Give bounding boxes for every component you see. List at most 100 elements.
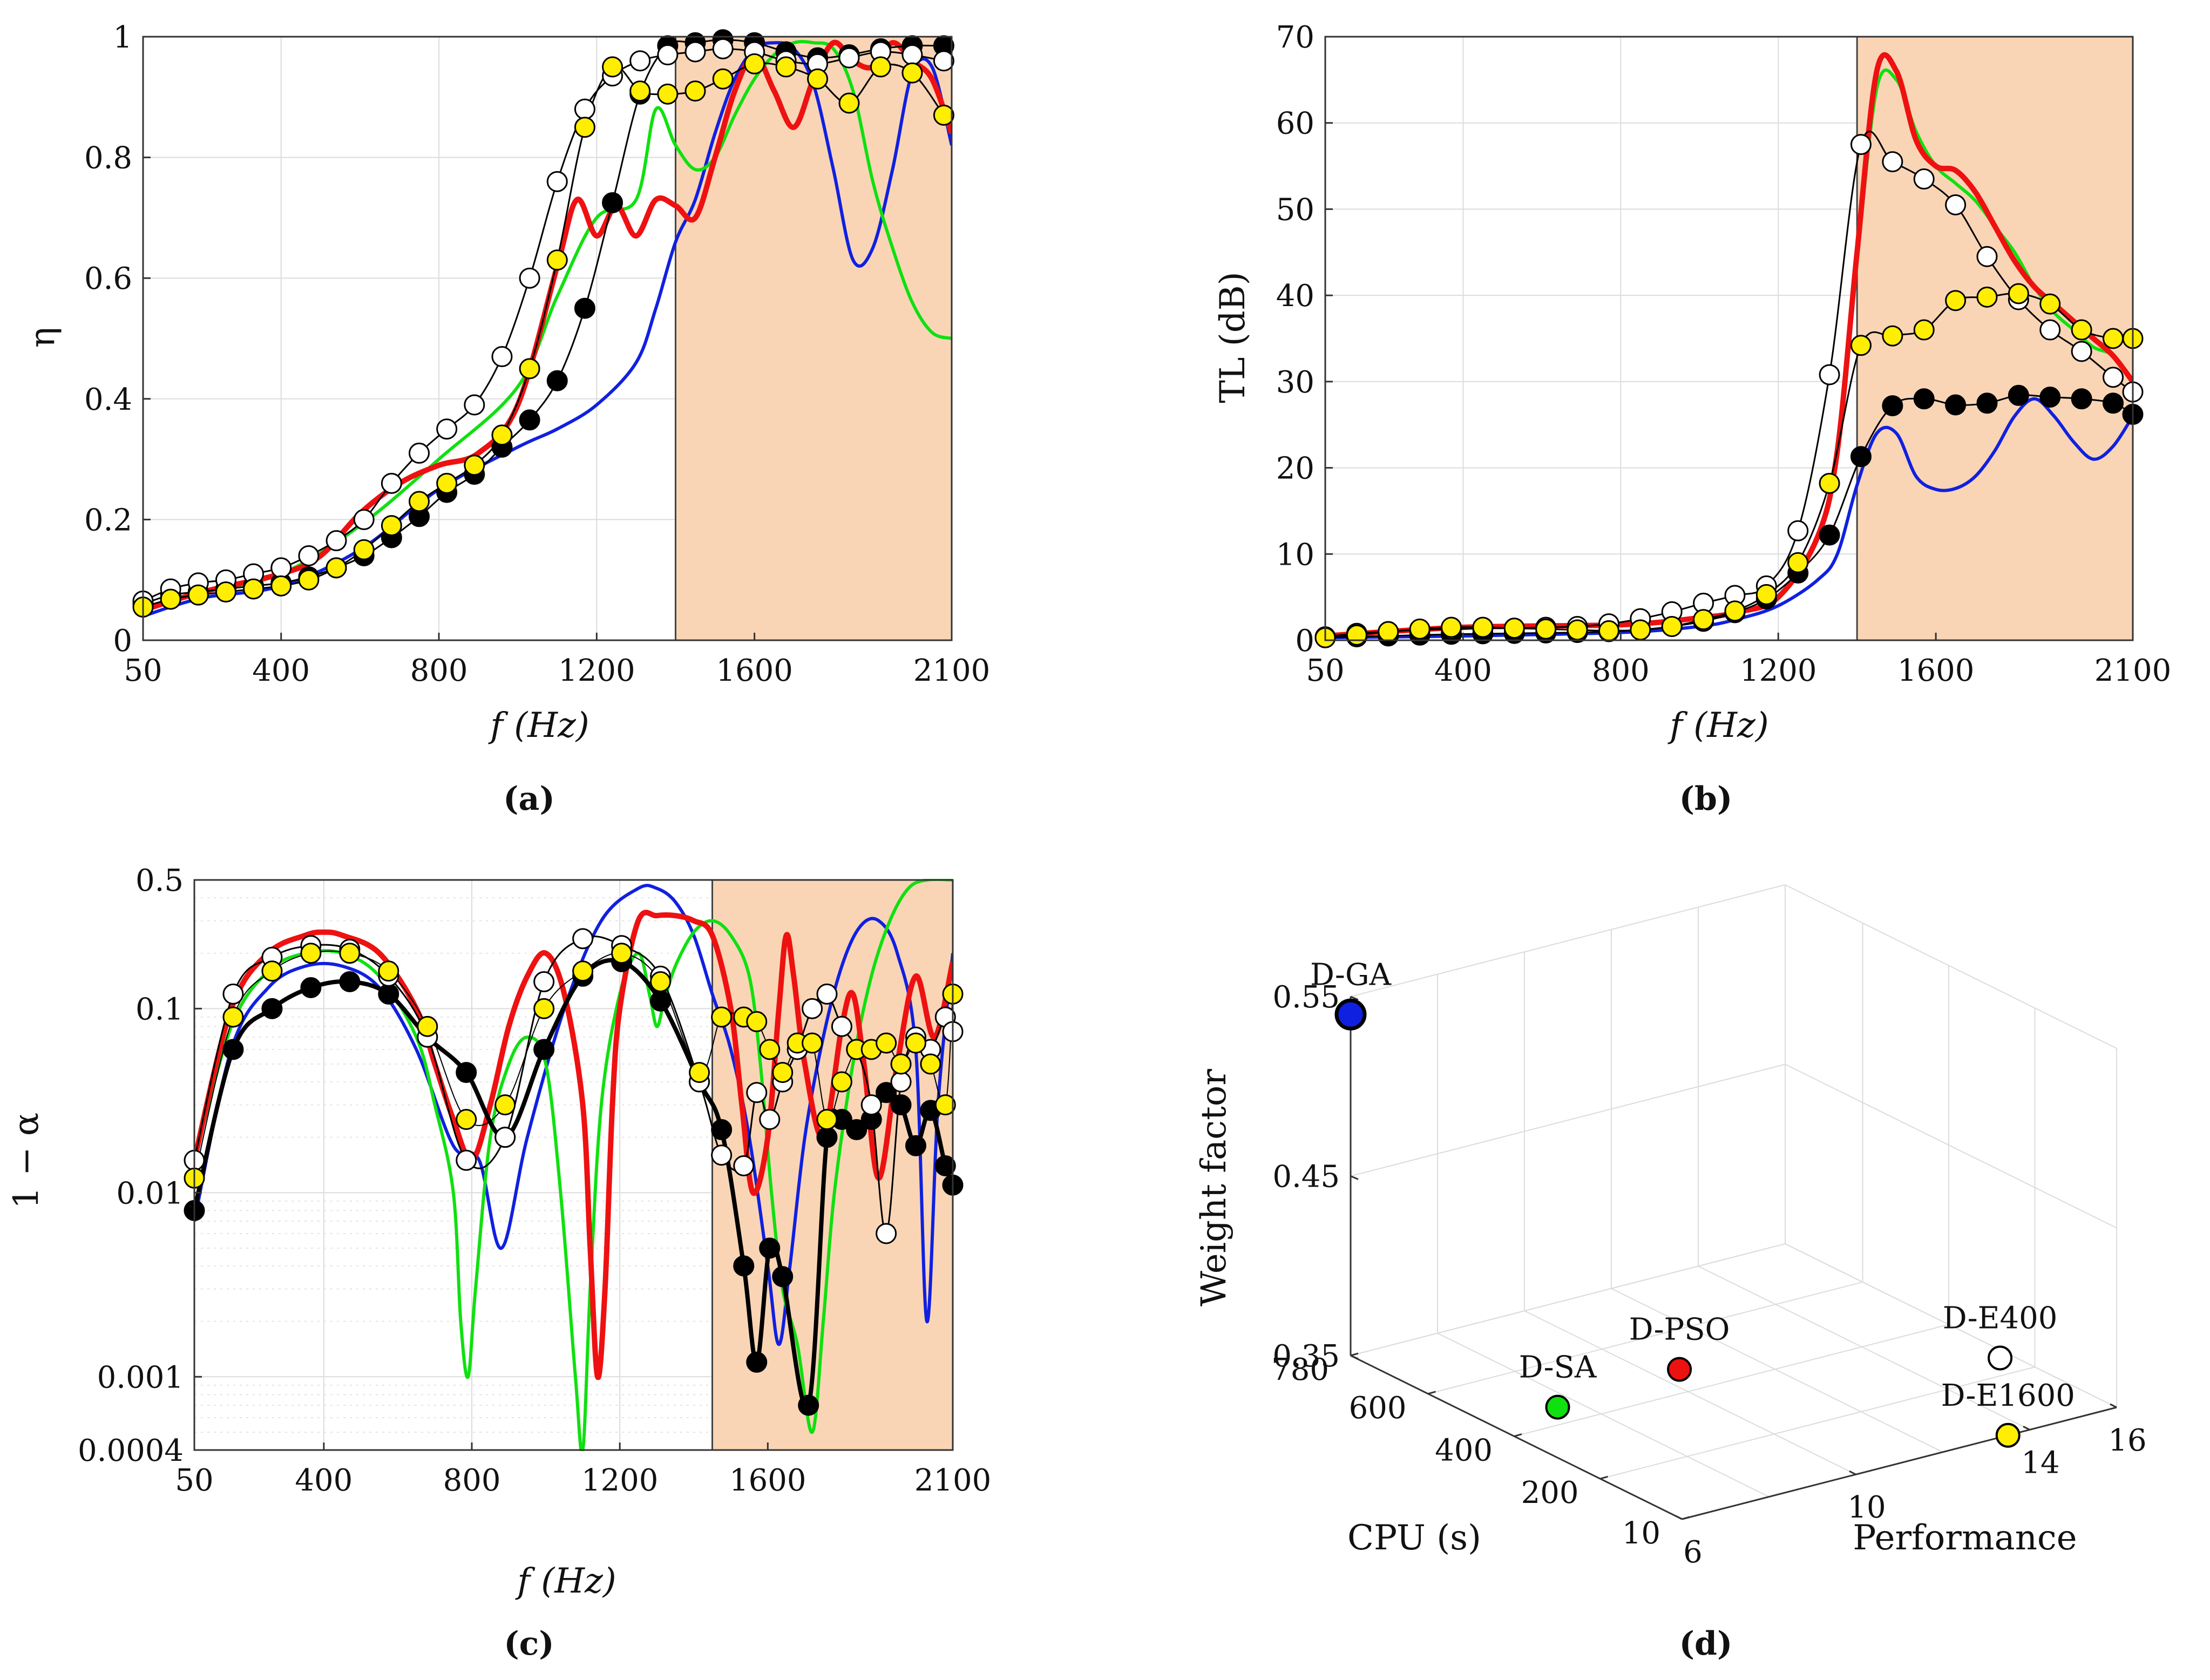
data-point xyxy=(1755,584,1777,605)
scatter-point-d-sa xyxy=(1545,1394,1570,1420)
data-point xyxy=(2008,283,2029,304)
y-tick-label: 0.0004 xyxy=(78,1433,184,1468)
y-tick-label: 50 xyxy=(1276,192,1314,227)
y-tick-label: 0.5 xyxy=(135,863,184,898)
x-tick-label: 50 xyxy=(124,653,162,688)
data-point xyxy=(2103,367,2124,388)
y-tick-mark xyxy=(1514,1433,1522,1437)
data-point xyxy=(816,1127,838,1148)
floor-grid-line xyxy=(1524,1310,1856,1475)
y-tick-mark xyxy=(1682,1516,1690,1520)
series-d-ga-line xyxy=(1325,397,2133,640)
z-tick-mark xyxy=(1350,1175,1359,1180)
x-axis-label: f (Hz) xyxy=(1667,706,1769,746)
data-point xyxy=(1503,618,1525,639)
data-point xyxy=(933,50,954,72)
data-point xyxy=(920,1053,941,1075)
y-tick-mark xyxy=(1428,1391,1436,1395)
floor-grid-line xyxy=(1428,1281,1863,1394)
x-tick-mark xyxy=(1849,1470,1856,1475)
point-label-d-ga: D-GA xyxy=(1310,957,1392,992)
data-point xyxy=(2071,319,2092,341)
side-wall-grid-line xyxy=(1785,884,2117,1049)
x-tick-label: 400 xyxy=(295,1463,352,1498)
chart-panel-c: 50 400 800 1200 1600 2100 0.0004 0.001 0.01 0.1 0.… xyxy=(6,863,991,1663)
data-point xyxy=(222,1006,244,1028)
y-tick-label: 400 xyxy=(1435,1433,1493,1468)
y-tick-label: 60 xyxy=(1276,106,1314,141)
data-point xyxy=(746,1351,768,1373)
data-point xyxy=(876,1032,897,1054)
data-point xyxy=(1378,621,1399,642)
data-point xyxy=(1819,472,1840,494)
data-point xyxy=(1850,446,1872,468)
y-tick-mark xyxy=(1600,1475,1608,1480)
data-point xyxy=(456,1109,477,1130)
data-point xyxy=(417,1015,438,1037)
data-point xyxy=(1819,364,1840,385)
x-tick-label: 2100 xyxy=(913,653,991,688)
x-tick-label: 800 xyxy=(1592,653,1650,688)
data-point xyxy=(491,346,513,368)
y-tick-label: 0.8 xyxy=(84,141,132,176)
data-point xyxy=(846,1119,867,1141)
data-point xyxy=(901,44,923,66)
data-point xyxy=(1882,151,1903,173)
axes-box xyxy=(142,36,953,641)
data-point xyxy=(298,569,320,591)
data-point xyxy=(838,47,860,69)
x-tick-label: 1600 xyxy=(716,653,793,688)
y-tick-label: 200 xyxy=(1521,1475,1579,1510)
data-point xyxy=(816,1109,838,1130)
x-tick-label: 2100 xyxy=(914,1463,992,1498)
data-point xyxy=(1913,388,1935,410)
data-point xyxy=(1850,335,1872,356)
floor-grid-line xyxy=(1600,1366,2035,1480)
data-point xyxy=(746,1082,768,1103)
data-point xyxy=(1441,617,1462,638)
floor-grid-line xyxy=(1611,1288,1943,1453)
data-point xyxy=(684,41,706,63)
y-tick-label: 0.4 xyxy=(84,382,132,417)
data-point xyxy=(1598,620,1619,641)
data-point xyxy=(546,249,568,271)
data-point xyxy=(353,509,375,530)
series-d-e1600-connector xyxy=(1325,394,2133,639)
y-tick-label: 10 xyxy=(1622,1516,1660,1551)
data-point xyxy=(838,92,860,114)
scatter-point-d-e400 xyxy=(1988,1345,2013,1371)
x-tick-label: 50 xyxy=(1306,653,1344,688)
data-point xyxy=(378,983,399,1005)
y-tick-mark xyxy=(1350,1352,1359,1357)
data-point xyxy=(629,50,651,72)
data-point xyxy=(802,998,823,1019)
floor-grid-line xyxy=(1437,1332,1770,1498)
x-tick-label: 400 xyxy=(252,653,310,688)
data-point xyxy=(574,297,595,319)
data-point xyxy=(733,1155,755,1176)
data-point xyxy=(270,575,292,597)
data-point xyxy=(831,1015,852,1037)
x-tick-label: 1200 xyxy=(558,653,635,688)
data-point xyxy=(243,578,265,600)
y-tick-label: 0.1 xyxy=(135,992,184,1027)
x-tick-label: 50 xyxy=(175,1463,213,1498)
data-point xyxy=(494,1094,516,1116)
data-point xyxy=(1945,290,1967,311)
data-point xyxy=(381,472,402,494)
data-point xyxy=(300,943,322,964)
side-wall-grid-line xyxy=(1785,1243,2117,1408)
series-d-e1600-markers xyxy=(184,951,964,1416)
data-point xyxy=(905,1032,926,1054)
x-tick-mark xyxy=(1675,1515,1683,1520)
data-point xyxy=(1976,246,1998,267)
data-point xyxy=(222,983,244,1005)
data-point xyxy=(876,1223,897,1244)
data-point xyxy=(2008,384,2029,406)
data-point xyxy=(1409,618,1431,640)
series-d-ga-line xyxy=(143,41,952,618)
z-tick-label: 0.45 xyxy=(1272,1160,1340,1195)
scatter-point-d-pso xyxy=(1667,1357,1692,1382)
data-point xyxy=(602,192,623,213)
